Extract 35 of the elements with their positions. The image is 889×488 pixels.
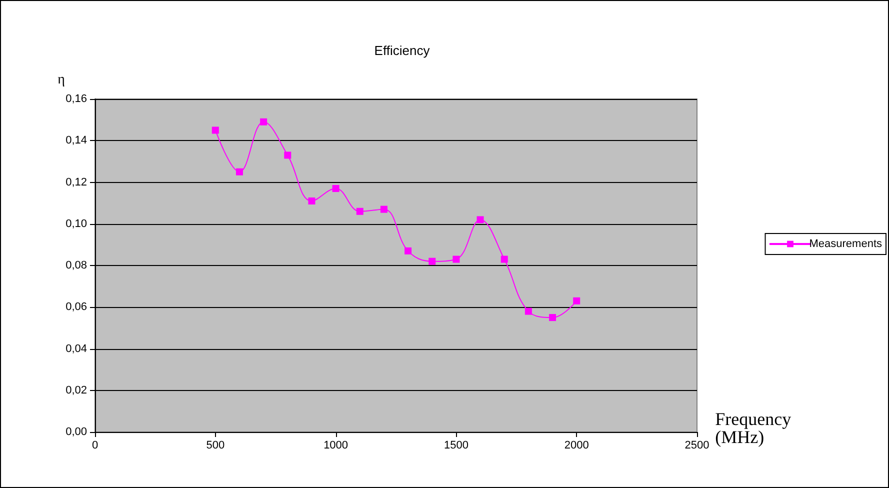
y-tick-label: 0,08 <box>66 260 87 272</box>
point <box>284 152 292 159</box>
point <box>332 184 340 192</box>
y-tick-label: 0,10 <box>66 218 87 230</box>
point <box>476 216 484 224</box>
x-tick-label: 1000 <box>324 440 348 452</box>
point <box>549 314 556 322</box>
y-tick-label: 0,14 <box>66 134 87 147</box>
point <box>212 126 219 134</box>
point <box>500 256 508 263</box>
x-tick-label: 1500 <box>444 440 468 452</box>
point <box>428 258 436 265</box>
point <box>380 206 388 213</box>
point <box>524 308 532 315</box>
point <box>260 118 268 126</box>
y-tick-label: 0,12 <box>66 176 87 188</box>
y-tick-label: 0,06 <box>66 301 87 314</box>
y-tick-label: 0,16 <box>66 93 87 105</box>
x-tick-label: 2000 <box>564 440 589 452</box>
x-axis-title: Frequency (MHz) <box>715 409 792 447</box>
point <box>404 247 412 254</box>
point <box>308 197 316 204</box>
x-tick-label: 2500 <box>684 440 710 452</box>
chart-title: Efficiency <box>374 43 430 58</box>
y-axis-title: η <box>58 72 65 88</box>
legend-label: Measurements <box>809 238 882 250</box>
x-tick-label: 0 <box>92 440 98 452</box>
point <box>356 208 364 215</box>
point <box>452 256 460 263</box>
x-tick-label: 500 <box>206 440 225 452</box>
point <box>236 168 243 176</box>
y-tick-label: 0,00 <box>66 426 87 438</box>
y-tick-label: 0,02 <box>66 384 87 396</box>
point <box>573 297 580 304</box>
y-tick-label: 0,04 <box>66 342 87 355</box>
